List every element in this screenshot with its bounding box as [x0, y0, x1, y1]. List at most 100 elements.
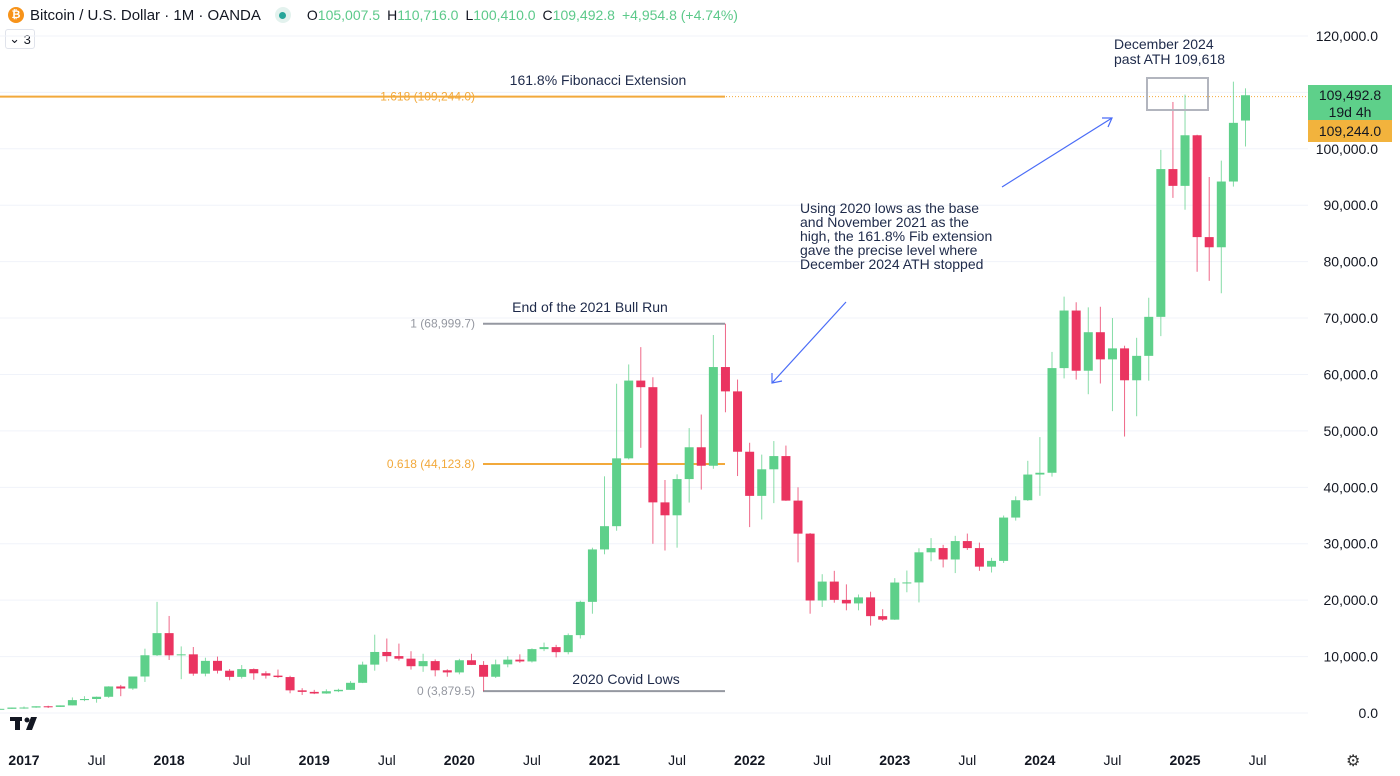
candle[interactable] — [1192, 134, 1202, 272]
candle[interactable] — [333, 688, 343, 693]
candle[interactable] — [346, 681, 356, 690]
candle[interactable] — [769, 441, 779, 504]
candle[interactable] — [1011, 496, 1021, 521]
candle[interactable] — [213, 656, 223, 674]
fib-extension-annotation[interactable]: 161.8% Fibonacci Extension — [510, 72, 687, 88]
candle[interactable] — [829, 570, 839, 603]
candle[interactable] — [1144, 297, 1154, 381]
candle[interactable] — [757, 454, 767, 520]
candle[interactable] — [1204, 177, 1214, 281]
candle[interactable] — [285, 675, 295, 694]
candle[interactable] — [515, 654, 525, 663]
candle[interactable] — [1059, 296, 1069, 379]
candle[interactable] — [79, 696, 89, 702]
settings-gear-icon[interactable]: ⚙ — [1346, 753, 1361, 770]
candle[interactable] — [660, 479, 670, 551]
candle[interactable] — [43, 705, 53, 708]
candle[interactable] — [950, 535, 960, 574]
candle[interactable] — [418, 653, 428, 672]
candle[interactable] — [67, 697, 77, 706]
candle[interactable] — [479, 661, 489, 692]
candle[interactable] — [866, 591, 876, 626]
candle[interactable] — [878, 609, 888, 622]
candle[interactable] — [1228, 81, 1238, 187]
candle[interactable] — [491, 659, 501, 679]
candle[interactable] — [587, 547, 597, 614]
note-annotation[interactable]: Using 2020 lows as the base and November… — [800, 200, 992, 272]
candle[interactable] — [128, 676, 138, 690]
candle[interactable] — [442, 669, 452, 677]
candle[interactable] — [406, 651, 416, 670]
bull-run-annotation[interactable]: End of the 2021 Bull Run — [512, 299, 668, 315]
candle[interactable] — [503, 656, 513, 668]
candle[interactable] — [7, 707, 17, 709]
candle[interactable] — [176, 646, 186, 680]
candle[interactable] — [624, 364, 634, 460]
arrow-to-2021-high[interactable] — [771, 301, 847, 384]
candle[interactable] — [745, 442, 755, 528]
candle[interactable] — [733, 379, 743, 477]
candle[interactable] — [938, 544, 948, 568]
candle[interactable] — [648, 377, 658, 544]
candle[interactable] — [273, 669, 283, 679]
candle[interactable] — [297, 688, 307, 695]
arrow-to-ath[interactable] — [1001, 117, 1113, 188]
symbol-title[interactable]: Bitcoin / U.S. Dollar · 1M · OANDA — [30, 6, 261, 24]
candle[interactable] — [55, 705, 65, 708]
candle[interactable] — [563, 633, 573, 655]
market-status-icon[interactable] — [274, 7, 291, 23]
candle[interactable] — [1095, 306, 1105, 384]
candle[interactable] — [527, 648, 537, 663]
candle[interactable] — [200, 657, 210, 677]
candle[interactable] — [261, 671, 271, 679]
candle[interactable] — [1107, 318, 1117, 412]
candle[interactable] — [466, 653, 476, 666]
candle[interactable] — [394, 643, 404, 661]
candle[interactable] — [612, 383, 622, 531]
candle[interactable] — [19, 706, 29, 709]
candle[interactable] — [454, 658, 464, 675]
candle[interactable] — [140, 648, 150, 682]
candle[interactable] — [1168, 101, 1178, 198]
candle[interactable] — [720, 323, 730, 413]
candle[interactable] — [926, 538, 936, 562]
candle[interactable] — [1035, 437, 1045, 496]
candle[interactable] — [551, 644, 561, 658]
candle[interactable] — [890, 578, 900, 620]
candle[interactable] — [1156, 149, 1166, 337]
tradingview-logo[interactable] — [10, 717, 37, 730]
candle[interactable] — [152, 601, 162, 657]
candle[interactable] — [672, 474, 682, 548]
candle[interactable] — [987, 557, 997, 573]
candle[interactable] — [1240, 88, 1250, 147]
candle[interactable] — [249, 668, 259, 680]
candle[interactable] — [358, 661, 368, 684]
candle[interactable] — [237, 665, 247, 679]
candle[interactable] — [1216, 160, 1226, 294]
candle[interactable] — [684, 428, 694, 503]
covid-lows-annotation[interactable]: 2020 Covid Lows — [572, 671, 679, 687]
candle[interactable] — [164, 615, 174, 660]
candle[interactable] — [1047, 351, 1057, 477]
dec-2024-annotation-line1[interactable]: December 2024 — [1114, 36, 1214, 52]
candle[interactable] — [539, 642, 549, 652]
candle[interactable] — [1180, 94, 1190, 210]
candle[interactable] — [1083, 307, 1093, 395]
candle[interactable] — [92, 696, 102, 703]
candle[interactable] — [31, 706, 41, 708]
candle[interactable] — [914, 548, 924, 603]
candle[interactable] — [1023, 460, 1033, 501]
candle[interactable] — [999, 515, 1009, 563]
candle[interactable] — [430, 659, 440, 677]
candle[interactable] — [1071, 302, 1081, 380]
candle[interactable] — [116, 684, 126, 697]
ath-highlight-rectangle[interactable] — [1146, 77, 1209, 111]
candle[interactable] — [600, 476, 610, 555]
candle[interactable] — [974, 542, 984, 571]
candle[interactable] — [853, 594, 863, 611]
candle[interactable] — [1132, 337, 1142, 417]
candle[interactable] — [575, 600, 585, 639]
candle[interactable] — [104, 686, 114, 698]
candle[interactable] — [382, 638, 392, 662]
